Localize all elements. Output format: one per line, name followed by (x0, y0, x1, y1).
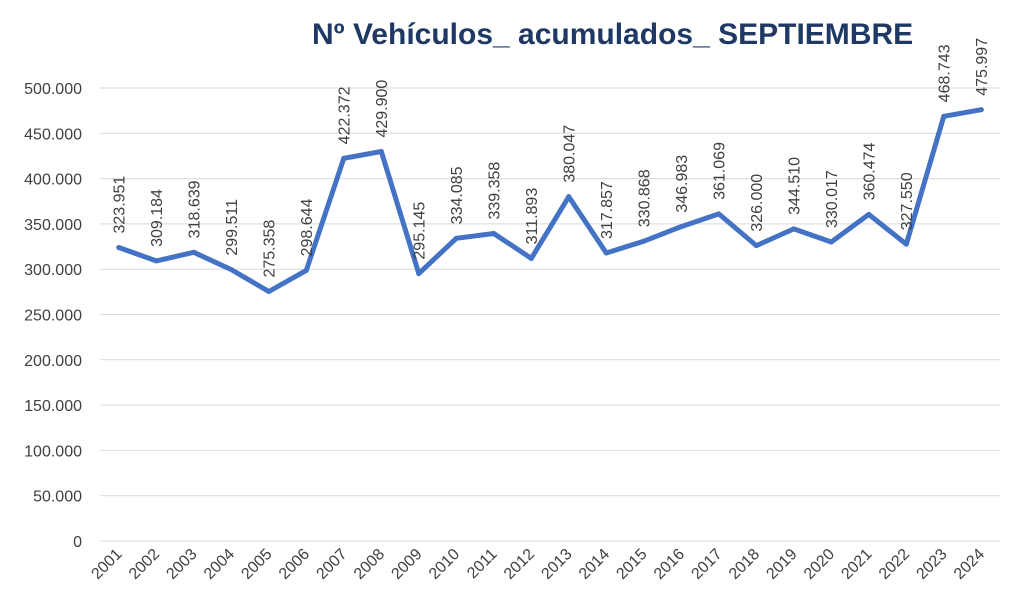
x-tick-label: 2002 (126, 546, 163, 583)
data-point (266, 289, 272, 295)
data-point (753, 243, 759, 249)
data-point (716, 211, 722, 217)
data-label: 330.868 (637, 169, 654, 227)
x-tick-label: 2009 (388, 546, 425, 583)
x-tick-label: 2004 (201, 546, 238, 583)
data-point (491, 231, 497, 237)
data-label: 346.983 (674, 155, 691, 213)
data-point (191, 249, 197, 255)
y-tick-label: 100.000 (24, 443, 82, 460)
y-tick-label: 450.000 (24, 126, 82, 143)
data-point (791, 226, 797, 232)
y-tick-label: 350.000 (24, 217, 82, 234)
data-point (566, 194, 572, 200)
data-label: 309.184 (149, 189, 166, 247)
data-point (153, 258, 159, 264)
data-point (416, 271, 422, 277)
data-label: 422.372 (337, 86, 354, 144)
x-tick-label: 2010 (426, 546, 463, 583)
y-tick-label: 200.000 (24, 353, 82, 370)
data-label: 295.145 (412, 202, 429, 260)
data-point (978, 107, 984, 113)
data-label: 360.474 (862, 142, 879, 200)
data-label: 339.358 (487, 162, 504, 220)
data-label: 311.893 (524, 188, 541, 245)
data-point (453, 235, 459, 241)
y-tick-label: 150.000 (24, 398, 82, 415)
x-tick-label: 2023 (913, 546, 950, 583)
data-label: 361.069 (712, 142, 729, 200)
x-tick-label: 2001 (88, 546, 125, 583)
data-point (678, 224, 684, 230)
x-tick-label: 2006 (276, 546, 313, 583)
data-point (528, 255, 534, 261)
x-tick-label: 2015 (613, 546, 650, 583)
data-point (866, 211, 872, 217)
x-tick-label: 2024 (951, 546, 988, 583)
data-label: 318.639 (187, 180, 204, 238)
x-tick-label: 2018 (726, 546, 763, 583)
x-tick-label: 2008 (351, 546, 388, 583)
data-point (941, 113, 947, 119)
data-label: 323.951 (112, 176, 129, 234)
chart-title: Nº Vehículos_ acumulados_ SEPTIEMBRE (312, 18, 914, 51)
data-point (903, 241, 909, 247)
data-label: 468.743 (937, 44, 954, 102)
data-label: 317.857 (599, 181, 616, 239)
x-tick-label: 2014 (576, 546, 613, 583)
data-label: 330.017 (824, 170, 841, 228)
x-tick-label: 2012 (501, 546, 538, 583)
data-label: 327.550 (899, 172, 916, 230)
y-tick-label: 500.000 (24, 81, 82, 98)
data-point (641, 238, 647, 244)
data-label: 299.511 (224, 199, 241, 256)
x-tick-label: 2020 (801, 546, 838, 583)
x-tick-label: 2017 (688, 546, 725, 583)
x-tick-label: 2007 (313, 546, 350, 583)
x-tick-label: 2016 (651, 546, 688, 583)
data-point (828, 239, 834, 245)
series-line (116, 107, 984, 294)
data-label: 334.085 (449, 166, 466, 224)
x-tick-label: 2013 (538, 546, 575, 583)
y-tick-label: 0 (73, 534, 82, 551)
data-label: 344.510 (787, 157, 804, 215)
y-tick-label: 50.000 (33, 489, 82, 506)
data-label: 475.997 (974, 38, 991, 96)
y-tick-label: 300.000 (24, 262, 82, 279)
x-tick-label: 2011 (464, 546, 500, 582)
data-label: 380.047 (562, 125, 579, 183)
data-label: 275.358 (262, 220, 279, 278)
data-point (116, 245, 122, 251)
data-point (228, 267, 234, 273)
y-tick-label: 400.000 (24, 172, 82, 189)
data-point (303, 267, 309, 273)
y-tick-label: 250.000 (24, 308, 82, 325)
data-label: 298.644 (299, 198, 316, 256)
x-tick-label: 2005 (238, 546, 275, 583)
data-point (378, 149, 384, 155)
x-tick-label: 2021 (838, 546, 875, 583)
x-tick-label: 2003 (163, 546, 200, 583)
data-point (341, 155, 347, 161)
data-label: 326.000 (749, 174, 766, 232)
data-label: 429.900 (374, 80, 391, 138)
data-point (603, 250, 609, 256)
x-tick-label: 2022 (876, 546, 913, 583)
x-tick-label: 2019 (763, 546, 800, 583)
